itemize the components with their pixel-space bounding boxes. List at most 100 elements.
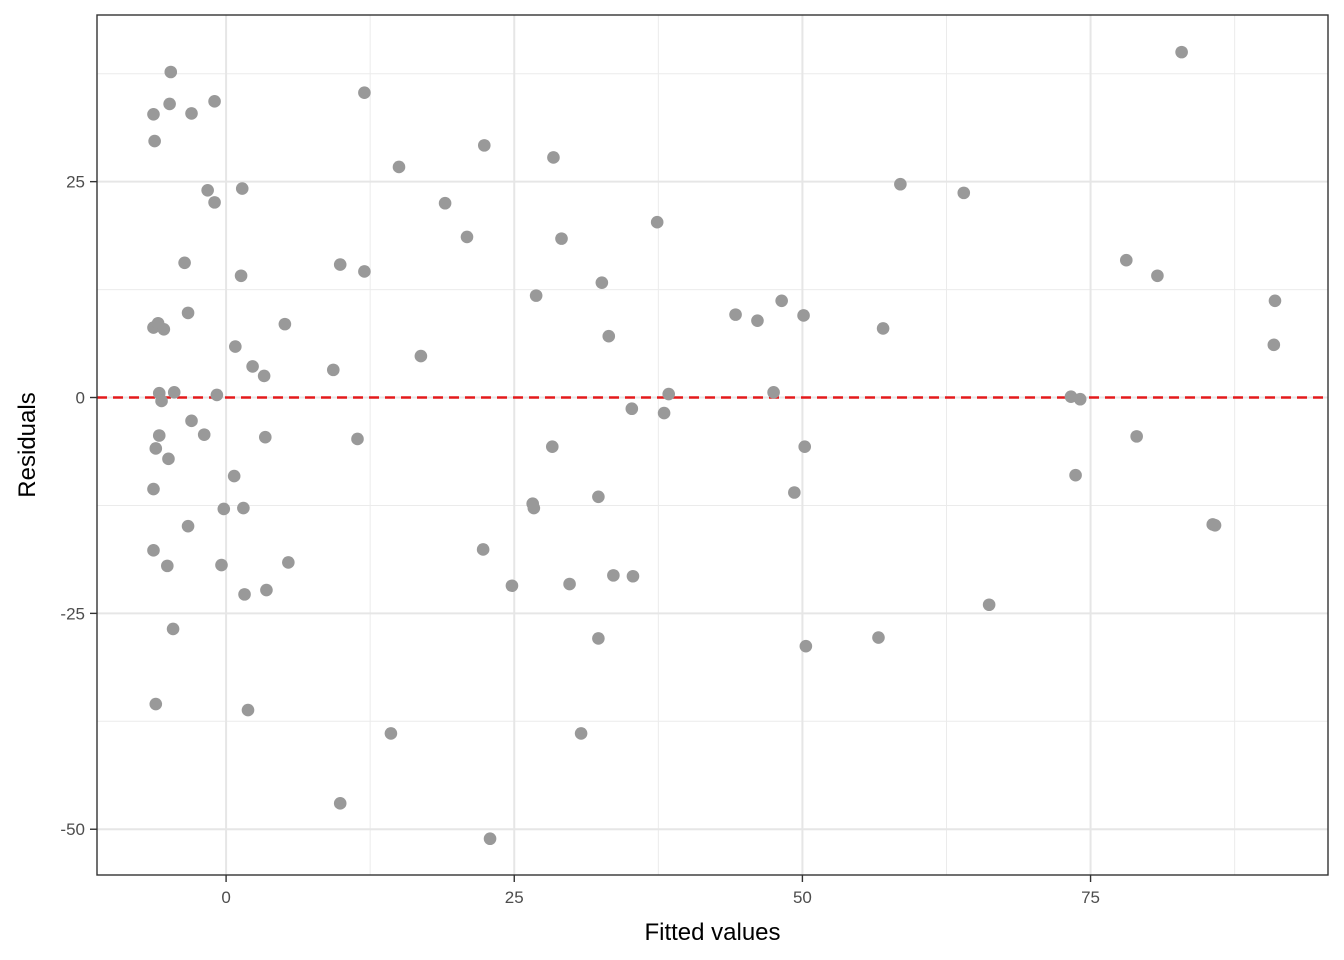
y-axis-ticks: -50 -25 0 25 — [60, 173, 97, 839]
data-point — [147, 107, 160, 121]
data-point — [208, 95, 221, 108]
data-point — [483, 832, 497, 846]
data-point — [384, 727, 398, 740]
data-point — [147, 544, 160, 557]
y-tick-label: 25 — [66, 173, 85, 192]
data-point — [625, 402, 639, 416]
data-point — [527, 501, 541, 515]
data-point — [161, 559, 174, 573]
x-tick-label: 75 — [1081, 888, 1100, 907]
data-point — [260, 583, 273, 597]
data-point — [1267, 338, 1281, 352]
data-point — [1130, 430, 1143, 443]
data-point — [185, 107, 198, 120]
data-point — [162, 452, 175, 466]
data-point — [894, 177, 907, 191]
data-point — [181, 306, 195, 320]
y-tick-label: 0 — [76, 389, 85, 408]
data-point — [438, 196, 452, 210]
data-point — [246, 360, 259, 373]
x-tick-label: 0 — [221, 888, 230, 907]
data-point — [208, 196, 221, 209]
data-point — [185, 414, 198, 428]
data-point — [155, 394, 168, 408]
data-point — [197, 428, 211, 441]
data-point — [957, 186, 971, 200]
x-tick-label: 25 — [505, 888, 524, 907]
data-point — [163, 97, 176, 111]
data-point — [282, 556, 295, 569]
data-point — [767, 386, 780, 399]
data-point — [876, 322, 890, 335]
data-point — [237, 501, 250, 515]
data-point — [157, 322, 171, 336]
data-point — [258, 430, 272, 444]
data-point — [149, 442, 163, 455]
data-point — [592, 632, 605, 645]
data-point — [592, 490, 605, 504]
data-point — [351, 432, 364, 446]
data-point — [1175, 45, 1188, 59]
data-point — [982, 598, 996, 612]
data-point — [152, 429, 166, 442]
data-point — [217, 502, 231, 516]
data-point — [775, 294, 788, 308]
data-point — [227, 469, 241, 483]
data-point — [164, 65, 178, 79]
data-point — [1119, 253, 1133, 267]
data-point — [358, 265, 371, 278]
y-tick-label: -25 — [60, 604, 85, 623]
data-point — [229, 340, 242, 353]
data-point — [326, 363, 340, 377]
data-point — [607, 569, 620, 582]
data-point — [278, 317, 292, 331]
data-point — [392, 160, 406, 174]
data-point — [149, 697, 163, 711]
data-point — [181, 519, 195, 533]
data-point — [257, 369, 271, 383]
data-point — [1151, 269, 1164, 283]
data-point — [210, 388, 224, 402]
plot-panel-border — [96, 14, 1329, 876]
plot-panel-background — [97, 15, 1328, 875]
data-point — [799, 639, 813, 653]
data-point — [476, 543, 490, 556]
y-tick-label: -50 — [60, 820, 85, 839]
data-point — [178, 256, 191, 270]
data-point — [358, 86, 371, 100]
data-point — [751, 314, 764, 327]
data-point — [626, 569, 640, 583]
data-point — [1208, 519, 1222, 532]
data-point — [555, 232, 568, 245]
data-point — [147, 482, 160, 496]
x-axis-ticks: 0 25 50 75 — [221, 875, 1100, 907]
x-axis-title: Fitted values — [644, 919, 780, 946]
data-point — [574, 727, 588, 740]
data-point — [235, 182, 249, 195]
data-point — [650, 215, 664, 229]
data-point — [234, 269, 248, 283]
data-point — [1069, 468, 1082, 482]
minor-gridlines — [97, 15, 1328, 875]
data-point — [238, 588, 251, 601]
data-point — [505, 579, 519, 593]
data-point — [729, 308, 742, 321]
data-point — [662, 387, 676, 401]
data-point — [414, 349, 428, 363]
data-points — [147, 45, 1282, 846]
data-point — [241, 703, 255, 717]
data-point — [477, 139, 491, 152]
data-point — [201, 183, 214, 197]
data-point — [563, 577, 576, 591]
data-point — [1268, 294, 1282, 308]
data-point — [166, 622, 180, 636]
data-point — [595, 276, 609, 289]
y-axis-title: Residuals — [14, 392, 41, 497]
x-tick-label: 50 — [793, 888, 812, 907]
data-point — [460, 230, 474, 244]
data-point — [657, 406, 671, 420]
data-point — [602, 329, 616, 343]
data-point — [797, 309, 810, 322]
data-point — [545, 440, 559, 454]
